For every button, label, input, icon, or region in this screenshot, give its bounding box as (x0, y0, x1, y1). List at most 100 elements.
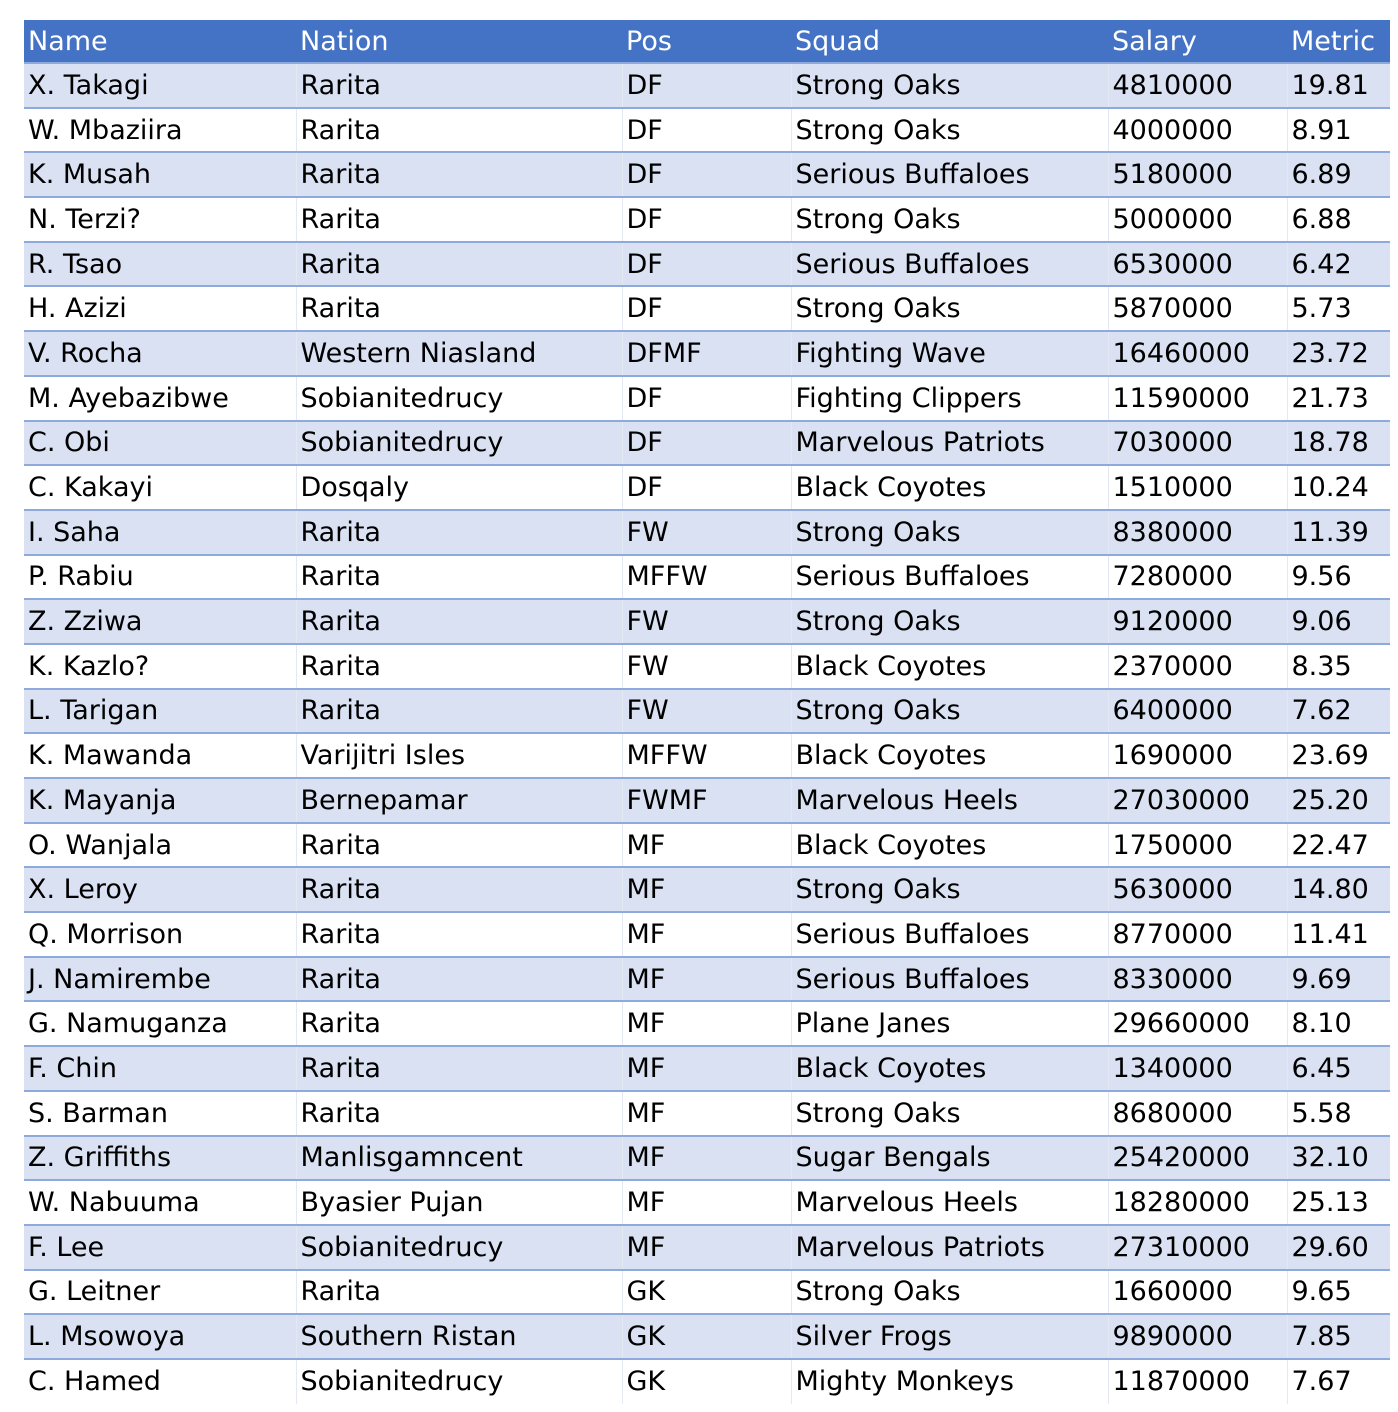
name-cell[interactable]: H. Azizi (24, 286, 296, 333)
nation-cell[interactable]: Rarita (295, 956, 622, 1003)
name-cell[interactable]: K. Musah (24, 152, 296, 199)
pos-cell[interactable]: MF (621, 1090, 791, 1137)
name-cell[interactable]: M. Ayebazibwe (24, 375, 296, 422)
header-salary[interactable]: Salary (1108, 20, 1287, 64)
nation-cell[interactable]: Rarita (295, 241, 622, 288)
metric-cell[interactable]: 6.45 (1286, 1046, 1390, 1092)
pos-cell[interactable]: MF (621, 1001, 791, 1048)
metric-cell[interactable]: 25.20 (1286, 778, 1390, 824)
squad-cell[interactable]: Serious Buffaloes (790, 152, 1108, 199)
name-cell[interactable]: S. Barman (24, 1090, 296, 1137)
name-cell[interactable]: I. Saha (24, 509, 296, 556)
metric-cell[interactable]: 6.88 (1286, 197, 1390, 243)
nation-cell[interactable]: Rarita (295, 1090, 622, 1137)
salary-cell[interactable]: 1510000 (1107, 465, 1287, 511)
pos-cell[interactable]: MF (621, 1135, 791, 1182)
nation-cell[interactable]: Rarita (295, 643, 622, 690)
nation-cell[interactable]: Rarita (295, 554, 622, 601)
squad-cell[interactable]: Black Coyotes (790, 465, 1108, 511)
salary-cell[interactable]: 1660000 (1107, 1269, 1287, 1316)
salary-cell[interactable]: 5180000 (1107, 152, 1287, 199)
salary-cell[interactable]: 8380000 (1107, 509, 1287, 556)
header-nation[interactable]: Nation (296, 20, 622, 64)
name-cell[interactable]: R. Tsao (24, 241, 296, 288)
nation-cell[interactable]: Rarita (295, 63, 622, 109)
name-cell[interactable]: G. Namuganza (24, 1001, 296, 1048)
metric-cell[interactable]: 25.13 (1286, 1180, 1390, 1226)
salary-cell[interactable]: 6530000 (1107, 241, 1287, 288)
metric-cell[interactable]: 11.39 (1286, 509, 1390, 556)
name-cell[interactable]: K. Mayanja (24, 778, 296, 824)
pos-cell[interactable]: MFFW (621, 733, 791, 779)
squad-cell[interactable]: Black Coyotes (790, 1046, 1108, 1092)
metric-cell[interactable]: 14.80 (1286, 867, 1390, 914)
squad-cell[interactable]: Serious Buffaloes (790, 241, 1108, 288)
metric-cell[interactable]: 7.67 (1286, 1358, 1390, 1404)
squad-cell[interactable]: Sugar Bengals (790, 1135, 1108, 1182)
salary-cell[interactable]: 11590000 (1107, 375, 1287, 422)
salary-cell[interactable]: 9120000 (1107, 599, 1287, 645)
metric-cell[interactable]: 18.78 (1286, 420, 1390, 467)
squad-cell[interactable]: Strong Oaks (790, 688, 1108, 735)
header-squad[interactable]: Squad (791, 20, 1108, 64)
squad-cell[interactable]: Strong Oaks (790, 509, 1108, 556)
squad-cell[interactable]: Fighting Clippers (790, 375, 1108, 422)
name-cell[interactable]: Q. Morrison (24, 912, 296, 958)
pos-cell[interactable]: FW (621, 509, 791, 556)
name-cell[interactable]: J. Namirembe (24, 956, 296, 1003)
pos-cell[interactable]: DF (621, 152, 791, 199)
name-cell[interactable]: C. Kakayi (24, 465, 296, 511)
metric-cell[interactable]: 8.10 (1286, 1001, 1390, 1048)
squad-cell[interactable]: Strong Oaks (790, 599, 1108, 645)
nation-cell[interactable]: Rarita (295, 1046, 622, 1092)
squad-cell[interactable]: Serious Buffaloes (790, 912, 1108, 958)
metric-cell[interactable]: 7.85 (1286, 1314, 1390, 1360)
metric-cell[interactable]: 23.69 (1286, 733, 1390, 779)
salary-cell[interactable]: 1340000 (1107, 1046, 1287, 1092)
name-cell[interactable]: V. Rocha (24, 331, 296, 377)
nation-cell[interactable]: Bernepamar (295, 778, 622, 824)
salary-cell[interactable]: 27310000 (1107, 1224, 1287, 1271)
pos-cell[interactable]: MF (621, 822, 791, 869)
pos-cell[interactable]: FWMF (621, 778, 791, 824)
name-cell[interactable]: G. Leitner (24, 1269, 296, 1316)
name-cell[interactable]: C. Obi (24, 420, 296, 467)
squad-cell[interactable]: Black Coyotes (790, 733, 1108, 779)
nation-cell[interactable]: Manlisgamncent (295, 1135, 622, 1182)
squad-cell[interactable]: Strong Oaks (790, 1090, 1108, 1137)
metric-cell[interactable]: 9.56 (1286, 554, 1390, 601)
metric-cell[interactable]: 7.62 (1286, 688, 1390, 735)
metric-cell[interactable]: 6.42 (1286, 241, 1390, 288)
name-cell[interactable]: X. Takagi (24, 63, 296, 109)
metric-cell[interactable]: 9.06 (1286, 599, 1390, 645)
metric-cell[interactable]: 32.10 (1286, 1135, 1390, 1182)
squad-cell[interactable]: Strong Oaks (790, 197, 1108, 243)
squad-cell[interactable]: Serious Buffaloes (790, 554, 1108, 601)
salary-cell[interactable]: 9890000 (1107, 1314, 1287, 1360)
salary-cell[interactable]: 4810000 (1107, 63, 1287, 109)
name-cell[interactable]: W. Nabuuma (24, 1180, 296, 1226)
pos-cell[interactable]: DF (621, 197, 791, 243)
pos-cell[interactable]: DF (621, 241, 791, 288)
pos-cell[interactable]: DF (621, 107, 791, 154)
metric-cell[interactable]: 29.60 (1286, 1224, 1390, 1271)
name-cell[interactable]: K. Mawanda (24, 733, 296, 779)
squad-cell[interactable]: Marvelous Heels (790, 1180, 1108, 1226)
pos-cell[interactable]: MF (621, 912, 791, 958)
squad-cell[interactable]: Black Coyotes (790, 643, 1108, 690)
name-cell[interactable]: F. Chin (24, 1046, 296, 1092)
salary-cell[interactable]: 8330000 (1107, 956, 1287, 1003)
salary-cell[interactable]: 6400000 (1107, 688, 1287, 735)
squad-cell[interactable]: Black Coyotes (790, 822, 1108, 869)
pos-cell[interactable]: GK (621, 1314, 791, 1360)
pos-cell[interactable]: GK (621, 1269, 791, 1316)
salary-cell[interactable]: 11870000 (1107, 1358, 1287, 1404)
squad-cell[interactable]: Fighting Wave (790, 331, 1108, 377)
metric-cell[interactable]: 19.81 (1286, 63, 1390, 109)
salary-cell[interactable]: 8770000 (1107, 912, 1287, 958)
name-cell[interactable]: K. Kazlo? (24, 643, 296, 690)
salary-cell[interactable]: 5000000 (1107, 197, 1287, 243)
nation-cell[interactable]: Rarita (295, 197, 622, 243)
nation-cell[interactable]: Rarita (295, 688, 622, 735)
nation-cell[interactable]: Sobianitedrucy (295, 1224, 622, 1271)
